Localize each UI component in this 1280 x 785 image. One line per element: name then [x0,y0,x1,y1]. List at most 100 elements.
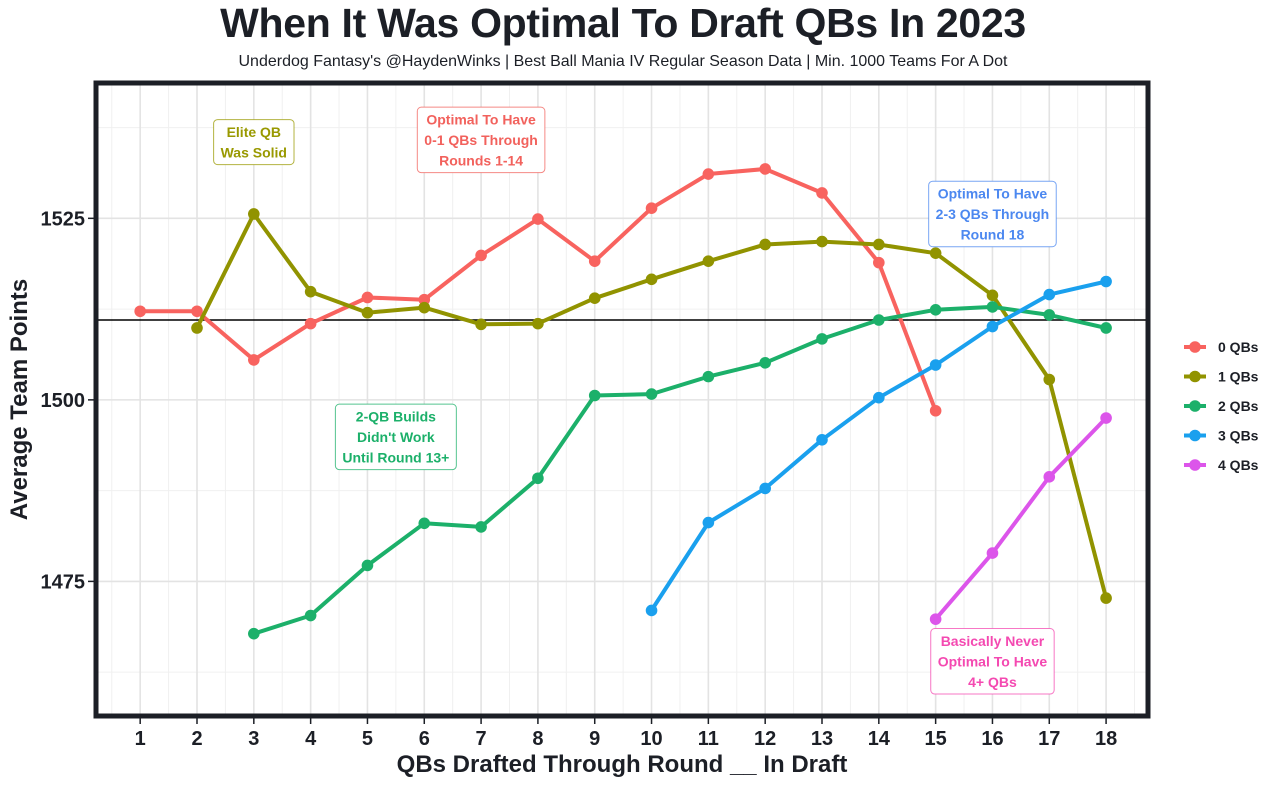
y-tick-label: 1500 [41,390,86,412]
annotation-text: 4+ QBs [968,674,1017,690]
data-point [816,433,828,446]
data-point [361,306,374,319]
annotation-text: Elite QB [227,124,281,140]
annotation-text: Round 18 [961,226,1025,242]
series-0-qbs [134,163,942,417]
series-line [251,304,1109,636]
data-point [759,238,771,251]
chart-title: When It Was Optimal To Draft QBs In 2023 [220,0,1026,46]
data-point [873,256,885,269]
x-tick-label: 16 [981,728,1003,750]
y-tick-label: 1525 [41,208,86,230]
data-point [702,168,715,180]
data-point [248,354,260,366]
data-point [532,472,544,485]
legend-label: 3 QBs [1218,428,1259,444]
legend-item: 2 QBs [1184,398,1259,414]
x-tick-label: 10 [640,728,662,750]
annotation-text: Basically Never [941,633,1045,649]
data-point [418,293,431,306]
data-point [191,305,203,318]
x-tick-label: 6 [419,728,430,750]
series-1-qbs [191,208,1112,604]
data-point [418,517,431,530]
series-2-qbs [248,301,1112,640]
data-point [929,404,942,417]
data-point [1100,592,1112,604]
data-point [1100,412,1112,424]
data-point [986,547,999,559]
annotation-text: Was Solid [221,144,287,160]
data-point [702,516,715,529]
data-point [929,359,942,371]
annotation-label: 2-QB Builds Didn't Work Until Round 13+ [334,403,457,471]
data-point [304,285,317,298]
data-point [1100,322,1112,334]
plot-frame [93,80,1151,719]
annotation-box [416,106,546,174]
x-tick-label: 5 [362,728,373,750]
data-point [248,208,260,220]
legend-item: 1 QBs [1184,369,1259,385]
x-tick-label: 15 [925,728,947,750]
data-point [759,482,771,495]
annotation-text: Until Round 13+ [342,449,449,465]
annotation-label: Optimal To Have 2-3 QBs Through Round 18 [928,180,1057,248]
annotation-label: Basically Never Optimal To Have 4+ QBs [930,628,1055,695]
data-point [1043,288,1056,301]
annotations: Elite QB Was Solid Optimal To Have 0-1 QBs … [213,106,1057,695]
data-point [702,255,715,267]
data-point [588,292,601,305]
y-tick-label: 1475 [41,571,86,593]
series-3-qbs [645,275,1112,617]
data-point [1043,471,1056,483]
data-point [759,163,771,175]
x-tick-label: 1 [135,728,146,750]
data-point [929,613,942,625]
annotation-text: Didn't Work [357,429,435,445]
annotation-label: Elite QB Was Solid [213,119,295,166]
data-point [361,559,374,572]
annotation-box [213,119,295,166]
annotation-text: Optimal To Have [426,111,536,127]
data-point [304,609,317,622]
x-tick-label: 9 [589,728,600,750]
data-point [873,314,885,326]
chart-subtitle: Underdog Fantasy's @HaydenWinks | Best B… [238,53,1008,70]
data-point [816,333,828,345]
legend-swatch-point [1189,429,1201,442]
grid [97,84,1147,715]
data-point [986,320,999,333]
x-tick-label: 4 [305,728,317,750]
legend-swatch-point [1189,400,1201,412]
annotation-label: Optimal To Have 0-1 QBs Through Rounds 1-1… [416,106,546,174]
legend-item: 4 QBs [1184,457,1259,473]
data-point [873,391,885,404]
x-axis: 1 2 3 4 5 6 7 8 9 10 11 12 13 14 15 16 17 18 [135,718,1117,750]
annotation-text: 0-1 QBs Through [424,132,538,148]
annotation-box [928,180,1057,248]
data-point [1100,275,1112,288]
data-point [1043,373,1056,386]
annotation-text: 2-QB Builds [356,408,436,424]
data-point [645,604,658,617]
data-point [759,357,771,369]
x-axis-title: QBs Drafted Through Round __ In Draft [397,751,848,778]
legend-item: 3 QBs [1184,428,1259,444]
x-tick-label: 14 [868,728,891,750]
data-point [645,388,658,400]
data-point [304,317,317,330]
annotation-text: 2-3 QBs Through [936,206,1050,222]
annotation-text: Rounds 1-14 [439,152,523,168]
y-axis: 1475 1500 1525 [41,208,94,593]
x-tick-label: 2 [191,728,202,750]
legend-swatch-point [1189,370,1201,383]
x-tick-label: 11 [698,728,719,750]
data-point [361,291,374,304]
annotation-box [930,628,1055,695]
data-point [475,249,487,262]
data-point [475,318,487,331]
data-point [873,238,885,251]
legend-label: 2 QBs [1218,398,1259,414]
data-point [588,389,601,402]
